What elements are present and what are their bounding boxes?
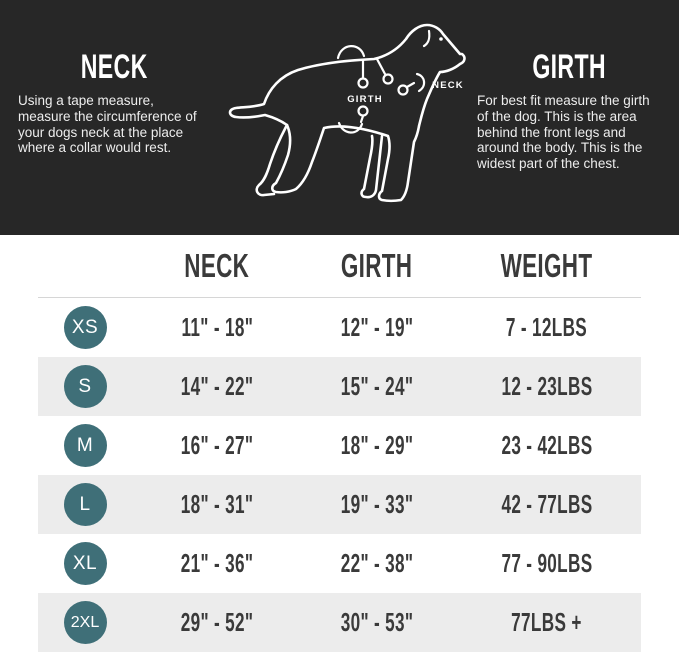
size-badge-cell: L bbox=[38, 483, 132, 526]
weight-value: 42 - 77LBS bbox=[500, 489, 593, 519]
neck-point bbox=[397, 84, 409, 96]
girth-value: 30" - 53" bbox=[340, 607, 414, 637]
neck-strap-arc bbox=[415, 72, 426, 93]
dog-ear-mark bbox=[422, 29, 431, 48]
weight-cell: 12 - 23LBS bbox=[452, 371, 641, 402]
size-chart-header: NECK GIRTH WEIGHT bbox=[38, 235, 641, 297]
size-rows: XS 11" - 18" 12" - 19" 7 - 12LBS S 14" -… bbox=[38, 297, 641, 652]
girth-value: 19" - 33" bbox=[340, 489, 414, 519]
size-badge: XS bbox=[63, 306, 107, 349]
girth-cell: 30" - 53" bbox=[302, 607, 452, 638]
size-label: L bbox=[79, 493, 91, 515]
size-row: XS 11" - 18" 12" - 19" 7 - 12LBS bbox=[38, 298, 641, 357]
size-row: XL 21" - 36" 22" - 38" 77 - 90LBS bbox=[38, 534, 641, 593]
girth-guide-description: For best fit measure the girth of the do… bbox=[477, 93, 650, 172]
diagram-neck-label: NECK bbox=[432, 80, 464, 91]
neck-cell: 16" - 27" bbox=[132, 430, 302, 461]
size-label: M bbox=[76, 434, 94, 456]
girth-value: 12" - 19" bbox=[340, 312, 414, 342]
girth-cell: 15" - 24" bbox=[302, 371, 452, 402]
girth-point-bottom bbox=[357, 105, 369, 117]
size-badge: S bbox=[63, 365, 107, 408]
weight-value: 12 - 23LBS bbox=[500, 371, 593, 401]
size-badge: 2XL bbox=[63, 601, 107, 644]
size-badge-cell: 2XL bbox=[38, 601, 132, 644]
neck-value: 18" - 31" bbox=[180, 489, 254, 519]
girth-cell: 22" - 38" bbox=[302, 548, 452, 579]
measuring-guide-panel: NECK Using a tape measure, measure the c… bbox=[0, 0, 679, 235]
size-row: L 18" - 31" 19" - 33" 42 - 77LBS bbox=[38, 475, 641, 534]
neck-value: 29" - 52" bbox=[180, 607, 254, 637]
neck-cell: 21" - 36" bbox=[132, 548, 302, 579]
neck-value: 21" - 36" bbox=[180, 548, 254, 578]
size-badge-cell: XL bbox=[38, 542, 132, 585]
weight-value: 77LBS + bbox=[511, 607, 582, 637]
size-badge: L bbox=[63, 483, 107, 526]
weight-cell: 23 - 42LBS bbox=[452, 430, 641, 461]
neck-guide-title-text: NECK bbox=[80, 48, 148, 86]
size-badge: M bbox=[63, 424, 107, 467]
dog-measurement-diagram: GIRTH NECK bbox=[224, 12, 472, 212]
column-header-girth: GIRTH bbox=[341, 247, 413, 284]
girth-guide-title: GIRTH bbox=[477, 50, 661, 84]
neck-cell: 18" - 31" bbox=[132, 489, 302, 520]
size-badge: XL bbox=[63, 542, 107, 585]
girth-cell: 19" - 33" bbox=[302, 489, 452, 520]
size-label: XS bbox=[71, 316, 99, 338]
size-badge-cell: S bbox=[38, 365, 132, 408]
girth-strap-bottom-arc bbox=[337, 121, 364, 134]
girth-guide-title-text: GIRTH bbox=[532, 48, 606, 86]
neck-guide-description: Using a tape measure, measure the circum… bbox=[18, 93, 197, 156]
weight-value: 23 - 42LBS bbox=[500, 430, 593, 460]
size-badge-cell: XS bbox=[38, 306, 132, 349]
neck-cell: 11" - 18" bbox=[132, 312, 302, 343]
girth-cell: 18" - 29" bbox=[302, 430, 452, 461]
weight-cell: 77 - 90LBS bbox=[452, 548, 641, 579]
dog-outline-icon: GIRTH NECK bbox=[228, 23, 466, 203]
column-header-neck: NECK bbox=[184, 247, 250, 284]
girth-value: 15" - 24" bbox=[340, 371, 414, 401]
column-header-weight: WEIGHT bbox=[500, 247, 593, 284]
weight-value: 77 - 90LBS bbox=[500, 548, 593, 578]
girth-value: 18" - 29" bbox=[340, 430, 414, 460]
size-chart-table: NECK GIRTH WEIGHT XS 11" - 18" 12" - 19"… bbox=[38, 235, 641, 652]
size-label: S bbox=[78, 375, 92, 397]
girth-point-top bbox=[357, 77, 369, 89]
girth-value: 22" - 38" bbox=[340, 548, 414, 578]
neck-guide-title: NECK bbox=[18, 50, 210, 84]
weight-cell: 7 - 12LBS bbox=[452, 312, 641, 343]
weight-cell: 77LBS + bbox=[452, 607, 641, 638]
girth-strap-top-arc bbox=[336, 45, 366, 60]
girth-cell: 12" - 19" bbox=[302, 312, 452, 343]
size-row: S 14" - 22" 15" - 24" 12 - 23LBS bbox=[38, 357, 641, 416]
neck-value: 16" - 27" bbox=[180, 430, 254, 460]
neck-guide-block: NECK Using a tape measure, measure the c… bbox=[18, 50, 210, 156]
neck-value: 11" - 18" bbox=[181, 312, 253, 342]
girth-guide-block: GIRTH For best fit measure the girth of … bbox=[477, 50, 661, 172]
size-label: 2XL bbox=[70, 613, 100, 631]
neck-cell: 29" - 52" bbox=[132, 607, 302, 638]
size-badge-cell: M bbox=[38, 424, 132, 467]
harness-point-shoulder bbox=[382, 73, 394, 85]
weight-cell: 42 - 77LBS bbox=[452, 489, 641, 520]
size-row: M 16" - 27" 18" - 29" 23 - 42LBS bbox=[38, 416, 641, 475]
size-label: XL bbox=[72, 552, 98, 574]
neck-cell: 14" - 22" bbox=[132, 371, 302, 402]
neck-value: 14" - 22" bbox=[180, 371, 254, 401]
weight-value: 7 - 12LBS bbox=[505, 312, 588, 342]
size-row: 2XL 29" - 52" 30" - 53" 77LBS + bbox=[38, 593, 641, 652]
diagram-girth-label: GIRTH bbox=[347, 94, 383, 105]
dog-eye-dot bbox=[439, 37, 443, 41]
